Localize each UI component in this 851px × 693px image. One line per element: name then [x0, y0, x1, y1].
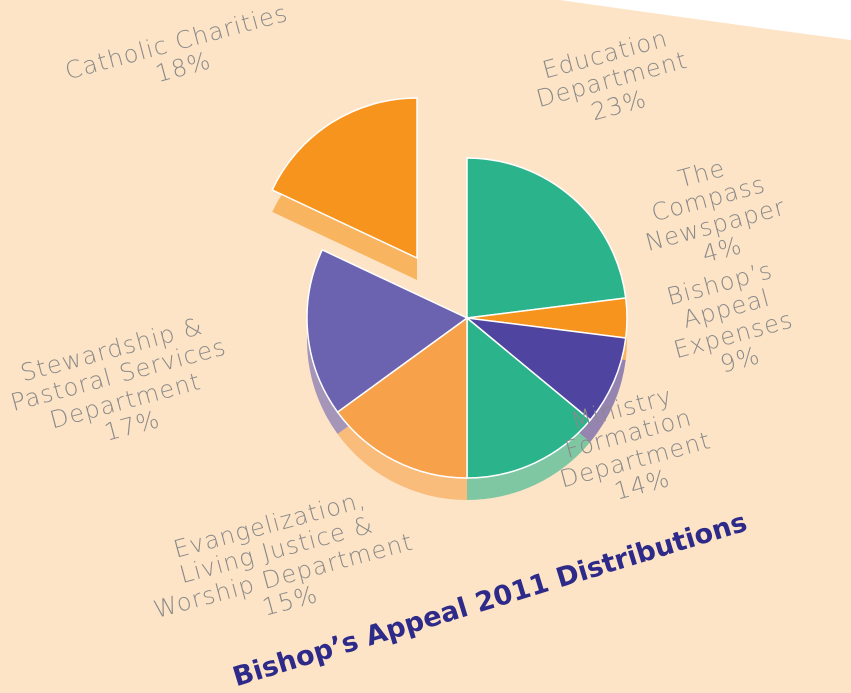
slice: [464, 316, 627, 422]
slice: [336, 316, 468, 479]
slice: [306, 248, 469, 414]
slice: [466, 316, 592, 479]
slice: [271, 97, 418, 260]
slice: [466, 157, 627, 319]
decor-swoosh: [560, 0, 851, 40]
